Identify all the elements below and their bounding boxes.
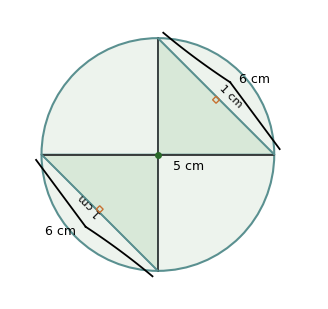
Circle shape [42,38,274,271]
Text: 1 cm: 1 cm [77,192,104,219]
Text: 6 cm: 6 cm [239,73,270,86]
Text: 5 cm: 5 cm [173,160,204,173]
Polygon shape [158,38,274,154]
Polygon shape [42,154,158,271]
Text: 6 cm: 6 cm [46,225,76,238]
Text: 1 cm: 1 cm [217,83,244,110]
